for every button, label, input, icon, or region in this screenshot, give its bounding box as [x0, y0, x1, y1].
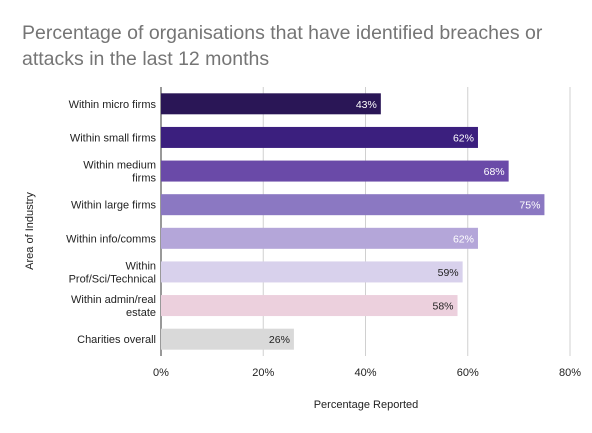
bar — [161, 227, 478, 249]
x-tick-label: 0% — [153, 367, 169, 379]
x-tick-label: 20% — [252, 367, 274, 379]
category-label: Within Prof/Sci/Technical — [69, 260, 156, 285]
bars: 43% 62% 68% 75% 62% 59% 58% 26% — [161, 93, 545, 350]
x-tick-label: 80% — [559, 367, 581, 379]
category-label: Within admin/real estate — [71, 294, 156, 319]
y-axis-title: Area of Industry — [24, 192, 36, 270]
x-axis-title: Percentage Reported — [314, 399, 419, 411]
x-tick-labels: 0% 20% 40% 60% 80% — [153, 367, 581, 379]
chart-title: Percentage of organisations that have id… — [22, 22, 543, 70]
bar — [161, 194, 545, 216]
data-label: 75% — [519, 200, 540, 212]
data-label: 59% — [438, 267, 459, 279]
data-label: 58% — [433, 301, 454, 313]
x-tick-label: 40% — [354, 367, 376, 379]
bar — [161, 93, 381, 115]
data-label: 62% — [453, 233, 474, 245]
bar — [161, 126, 478, 148]
category-label: Within micro firms — [69, 99, 157, 111]
data-label: 26% — [269, 334, 290, 346]
category-label: Within info/comms — [66, 233, 156, 245]
category-label: Within medium firms — [83, 160, 156, 185]
category-label: Within small firms — [70, 132, 157, 144]
bar — [161, 328, 294, 350]
category-label: Within large firms — [71, 200, 156, 212]
bar — [161, 295, 458, 317]
data-label: 68% — [484, 166, 505, 178]
category-labels: Within micro firms Within small firms With… — [66, 99, 156, 346]
bar — [161, 160, 509, 182]
bar — [161, 261, 463, 283]
data-label: 62% — [453, 132, 474, 144]
category-label: Charities overall — [77, 334, 156, 346]
x-tick-label: 60% — [457, 367, 479, 379]
data-label: 43% — [356, 99, 377, 111]
